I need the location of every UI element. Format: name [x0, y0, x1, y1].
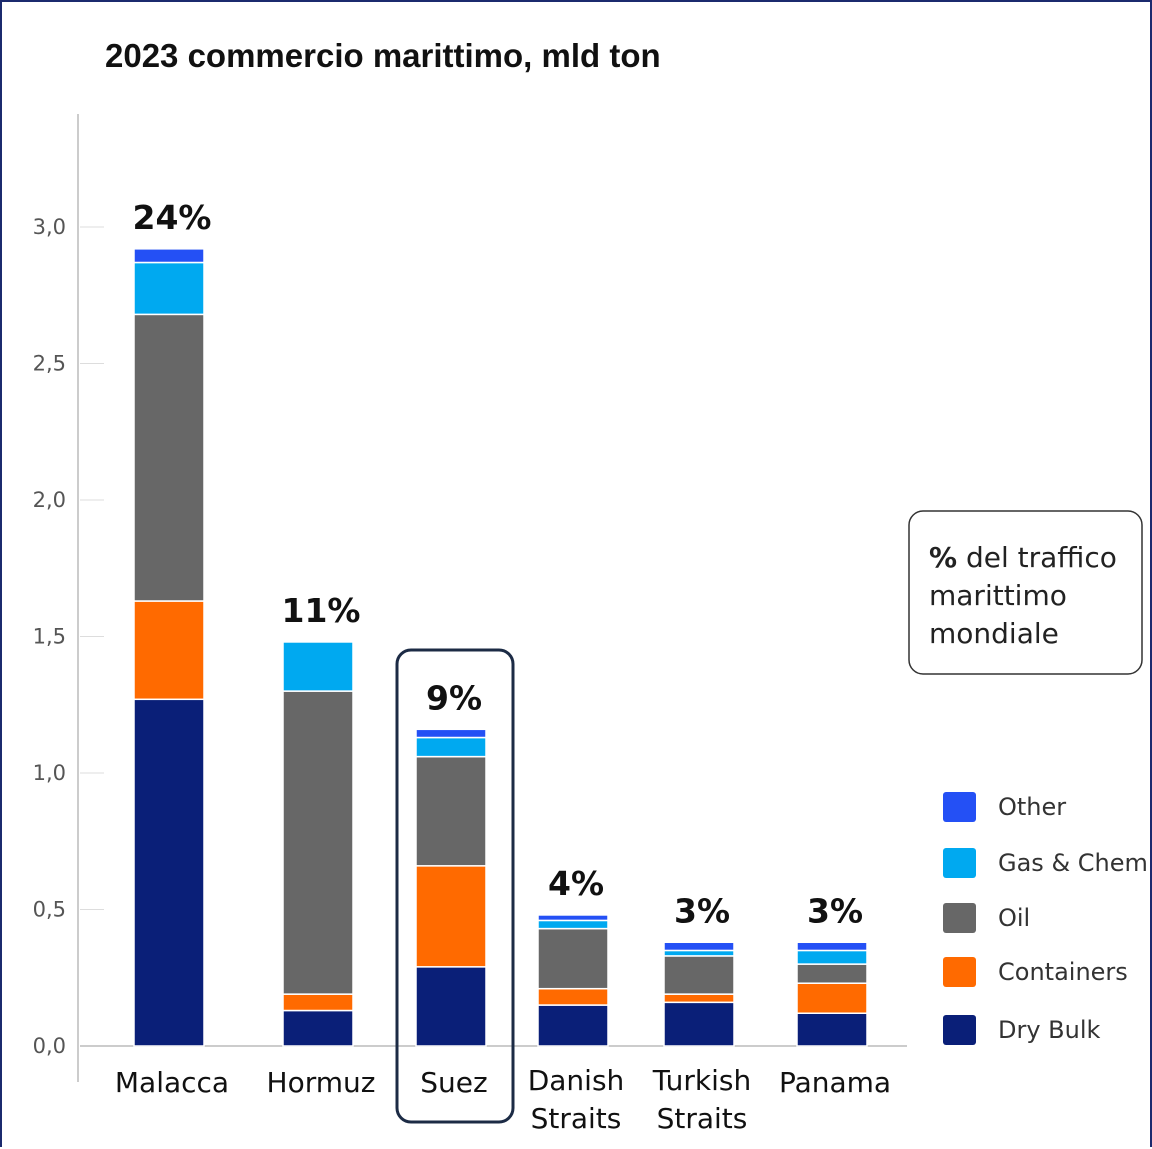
bar-segment-containers: [538, 989, 608, 1005]
legend-item: Gas & Chem: [943, 848, 1148, 878]
bar-segment-other: [538, 915, 608, 920]
share-label: 3%: [674, 891, 730, 930]
bar-segment-other: [664, 942, 734, 950]
share-label: 4%: [548, 864, 604, 903]
y-tick-label: 0,5: [33, 898, 66, 922]
bar-stack: [416, 729, 486, 1046]
share-label: 3%: [807, 891, 863, 930]
bar-stack: [797, 942, 867, 1046]
bar-segment-oil: [538, 929, 608, 989]
bar-segment-containers: [283, 994, 353, 1010]
category-label: Turkish Straits: [652, 1064, 751, 1135]
category-label: Hormuz: [267, 1066, 376, 1099]
bar-segment-oil: [134, 314, 204, 601]
bar-segment-gas-chem: [416, 738, 486, 757]
bar-segment-gas-chem: [283, 642, 353, 691]
y-tick-label: 3,0: [33, 215, 66, 239]
bar-segment-dry-bulk: [416, 967, 486, 1046]
bar-stack: [283, 642, 353, 1046]
legend-item: Other: [943, 792, 1066, 822]
bar-segment-containers: [134, 601, 204, 699]
bar-segment-dry-bulk: [538, 1005, 608, 1046]
bar-segment-gas-chem: [538, 920, 608, 928]
bar-segment-oil: [664, 956, 734, 994]
legend-label: Containers: [998, 958, 1128, 986]
bar-segment-other: [416, 729, 486, 737]
legend-label: Gas & Chem: [998, 849, 1148, 877]
legend-label: Other: [998, 793, 1066, 821]
bar-stack: [134, 249, 204, 1046]
bar-segment-dry-bulk: [283, 1011, 353, 1046]
chart-title: 2023 commercio marittimo, mld ton: [105, 37, 661, 74]
y-tick-label: 2,0: [33, 488, 66, 512]
bar-segment-gas-chem: [797, 950, 867, 964]
legend-swatch: [943, 903, 976, 933]
y-axis: 0,0 0,5 1,0 1,5 2,0 2,5 3,0: [33, 114, 78, 1082]
category-label: Danish Straits: [528, 1064, 625, 1135]
legend-swatch: [943, 1015, 976, 1045]
bar-segment-other: [134, 249, 204, 263]
y-tick-label: 0,0: [33, 1034, 66, 1058]
legend-label: Dry Bulk: [998, 1016, 1101, 1044]
bar-stack: [664, 942, 734, 1046]
category-label: Panama: [779, 1066, 891, 1099]
bar-segment-gas-chem: [664, 950, 734, 955]
share-label: 24%: [133, 198, 212, 237]
legend-item: Dry Bulk: [943, 1015, 1101, 1045]
bar-segment-oil: [416, 757, 486, 866]
bar-segment-dry-bulk: [664, 1002, 734, 1046]
bar-segment-dry-bulk: [797, 1013, 867, 1046]
legend-item: Containers: [943, 957, 1128, 987]
legend-swatch: [943, 957, 976, 987]
legend-swatch: [943, 792, 976, 822]
bar-segment-other: [797, 942, 867, 950]
bar-segment-gas-chem: [134, 262, 204, 314]
category-label: Suez: [420, 1066, 487, 1099]
bar-segment-containers: [416, 866, 486, 967]
legend-swatch: [943, 848, 976, 878]
category-labels: Malacca Hormuz Suez Danish Straits Turkish Str…: [115, 1064, 891, 1135]
share-label: 11%: [282, 591, 361, 630]
legend-item: Oil: [943, 903, 1030, 933]
bar-segment-oil: [283, 691, 353, 994]
share-labels: 24% 11% 9% 4% 3% 3%: [133, 198, 864, 930]
share-label: 9%: [426, 678, 482, 717]
legend: Other Gas & Chem Oil Containers Dry Bulk: [943, 792, 1148, 1045]
legend-label: Oil: [998, 904, 1030, 932]
bar-segment-containers: [797, 983, 867, 1013]
bars: [134, 249, 867, 1122]
bar-segment-oil: [797, 964, 867, 983]
bar-segment-containers: [664, 994, 734, 1002]
bar-stack: [538, 915, 608, 1046]
share-note-box: % del traffico marittimo mondiale: [909, 511, 1142, 674]
bar-segment-dry-bulk: [134, 699, 204, 1046]
y-tick-label: 1,0: [33, 761, 66, 785]
y-tick-label: 1,5: [33, 625, 66, 649]
category-label: Malacca: [115, 1066, 229, 1099]
y-tick-label: 2,5: [33, 352, 66, 376]
